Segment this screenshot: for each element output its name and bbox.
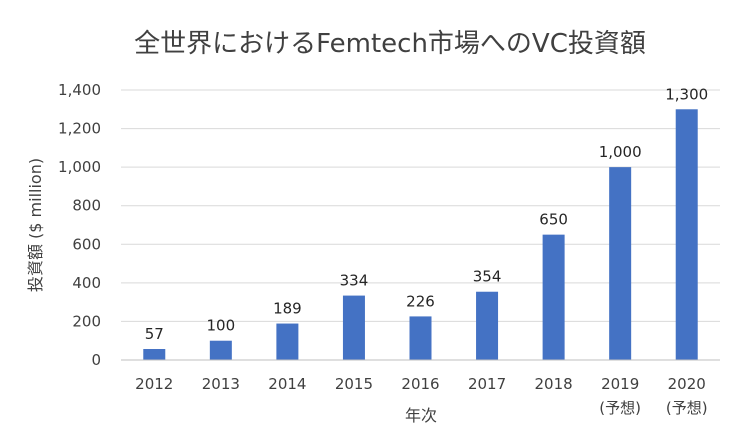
x-tick-label: 2012: [135, 375, 173, 393]
y-tick-label: 0: [91, 351, 101, 369]
bar: [609, 167, 632, 360]
y-axis-ticks: 0 200 400 600 800 1,000 1,200 1,400: [58, 81, 101, 369]
y-tick-label: 600: [72, 235, 101, 253]
bar: [409, 316, 432, 360]
x-tick-label: 2019: [601, 375, 639, 393]
data-label: 354: [473, 268, 502, 286]
y-tick-label: 800: [72, 197, 101, 215]
bar: [209, 340, 232, 360]
x-tick-label: 2014: [268, 375, 306, 393]
data-label: 189: [273, 300, 302, 318]
y-tick-label: 1,000: [58, 158, 101, 176]
gridlines: [121, 89, 720, 322]
data-label: 1,300: [665, 85, 708, 103]
bar: [143, 349, 166, 360]
bar: [342, 295, 365, 360]
x-tick-label: 2020: [668, 375, 706, 393]
bars: [143, 109, 698, 361]
data-label: 226: [406, 292, 435, 310]
x-tick-sublabel: (予想): [666, 399, 708, 417]
data-label: 57: [145, 325, 164, 343]
y-tick-label: 200: [72, 312, 101, 330]
x-axis-ticks: 2012 2013 2014 2015 2016 2017 2018 2019 (予想) 2020…: [135, 375, 707, 417]
y-tick-label: 400: [72, 274, 101, 292]
x-tick-label: 2013: [202, 375, 240, 393]
x-tick-label: 2016: [401, 375, 439, 393]
y-tick-label: 1,200: [58, 120, 101, 138]
x-axis-title: 年次: [405, 406, 437, 425]
data-label: 100: [207, 317, 236, 335]
y-axis-title: 投資額 ($ million): [26, 158, 45, 292]
x-tick-label: 2018: [535, 375, 573, 393]
bar: [675, 109, 698, 361]
data-label: 1,000: [599, 143, 642, 161]
x-tick-label: 2017: [468, 375, 506, 393]
chart-title: 全世界におけるFemtech市場へのVC投資額: [134, 29, 646, 59]
bar: [542, 234, 565, 360]
data-label: 650: [539, 211, 568, 229]
data-labels: 57 100 189 334 226 354 650 1,000 1,300: [145, 85, 708, 343]
data-label: 334: [340, 272, 369, 290]
bar: [476, 291, 499, 360]
bar: [276, 323, 299, 360]
x-tick-sublabel: (予想): [599, 399, 641, 417]
x-tick-label: 2015: [335, 375, 373, 393]
y-tick-label: 1,400: [58, 81, 101, 99]
